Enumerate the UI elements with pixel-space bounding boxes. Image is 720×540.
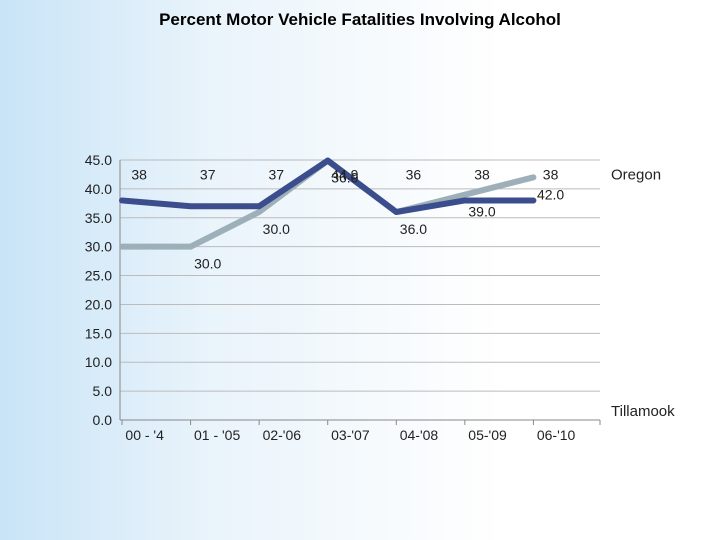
x-tick-label: 00 - '4 xyxy=(125,427,164,443)
x-tick-label: 02-'06 xyxy=(263,427,302,443)
data-label-tillamook: 30.0 xyxy=(263,221,290,237)
data-label-tillamook: 36.0 xyxy=(331,170,358,186)
data-label-oregon: 37 xyxy=(200,166,216,182)
y-tick-label: 5.0 xyxy=(93,383,113,399)
y-tick-label: 40.0 xyxy=(85,181,112,197)
series-label-tillamook: Tillamook xyxy=(611,403,675,420)
y-tick-label: 15.0 xyxy=(85,325,112,341)
chart-title: Percent Motor Vehicle Fatalities Involvi… xyxy=(0,10,720,30)
data-label-oregon: 38 xyxy=(543,166,559,182)
x-tick-label: 04-'08 xyxy=(400,427,439,443)
data-label-oregon: 38 xyxy=(474,166,490,182)
y-tick-label: 30.0 xyxy=(85,239,112,255)
y-tick-label: 35.0 xyxy=(85,210,112,226)
data-label-oregon: 38 xyxy=(131,166,147,182)
data-label-oregon: 37 xyxy=(268,166,284,182)
fatalities-line-chart: 0.0 5.0 10.0 15.0 20.0 25.0 30.0 35.0 40.0 45.0 00… xyxy=(40,80,720,500)
y-tick-label: 20.0 xyxy=(85,296,112,312)
data-label-oregon: 36 xyxy=(406,166,422,182)
y-tick-label: 10.0 xyxy=(85,354,112,370)
data-label-tillamook: 36.0 xyxy=(400,221,427,237)
series-label-oregon: Oregon xyxy=(611,166,661,183)
y-tick-label: 0.0 xyxy=(93,412,113,428)
x-tick-label: 01 - '05 xyxy=(194,427,240,443)
x-tick-label: 05-'09 xyxy=(468,427,507,443)
x-tick-label: 03-'07 xyxy=(331,427,370,443)
x-tick-label: 06-'10 xyxy=(537,427,576,443)
y-tick-label: 45.0 xyxy=(85,152,112,168)
data-label-tillamook: 30.0 xyxy=(194,256,221,272)
y-tick-label: 25.0 xyxy=(85,268,112,284)
data-label-tillamook: 39.0 xyxy=(468,204,495,220)
data-label-tillamook: 42.0 xyxy=(537,186,564,202)
